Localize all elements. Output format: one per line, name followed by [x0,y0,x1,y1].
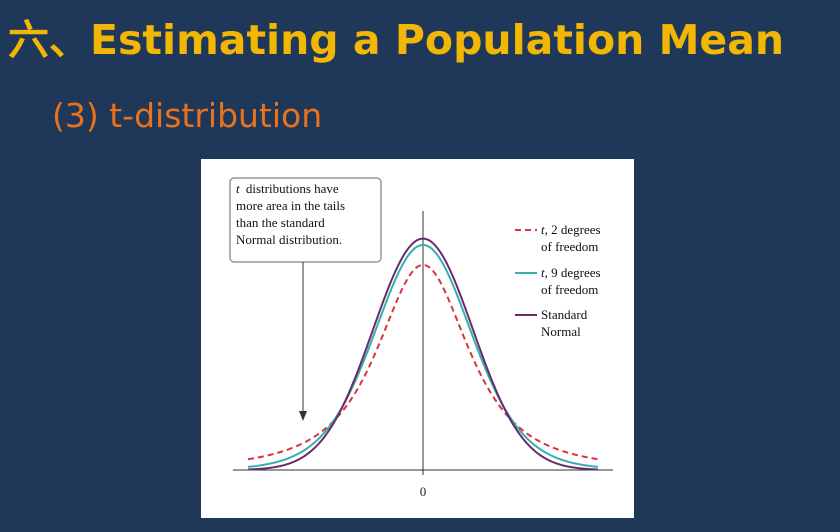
legend-label2-t2: of freedom [541,239,598,254]
legend-italic-t2: t [541,222,545,237]
annotation-italic-t: t [236,181,240,196]
legend-italic-t9: t [541,265,545,280]
x-tick-label-0: 0 [420,484,427,499]
legend-name-t2: , 2 degrees [545,222,601,237]
annotation-line-1: t distributions have [236,181,339,196]
legend-label-t9: t, 9 degrees [541,265,601,280]
annotation-line-3: than the standard [236,215,325,230]
chart-figure: 0 t distributions have more area in the … [201,159,634,518]
curve-series-1 [247,243,599,468]
curve-series-0 [247,263,599,461]
t-distribution-chart: 0 t distributions have more area in the … [229,177,613,499]
legend-name-t9: , 9 degrees [545,265,601,280]
legend-label2-t9: of freedom [541,282,598,297]
legend-label2-normal: Normal [541,324,581,339]
annotation-text-1: distributions have [246,181,339,196]
slide-title: 六、Estimating a Population Mean [8,16,785,64]
annotation-line-4: Normal distribution. [236,232,342,247]
legend-label-t2: t, 2 degrees [541,222,601,237]
annotation-line-2: more area in the tails [236,198,345,213]
legend-label-normal: Standard [541,307,588,322]
annotation-arrowhead [299,411,307,421]
legend: t, 2 degrees of freedom t, 9 degrees of … [515,222,601,339]
curve-series-2 [247,237,599,471]
slide-subtitle: (3) t-distribution [52,96,323,135]
annotation-box [229,177,382,263]
curve-group [247,237,599,471]
